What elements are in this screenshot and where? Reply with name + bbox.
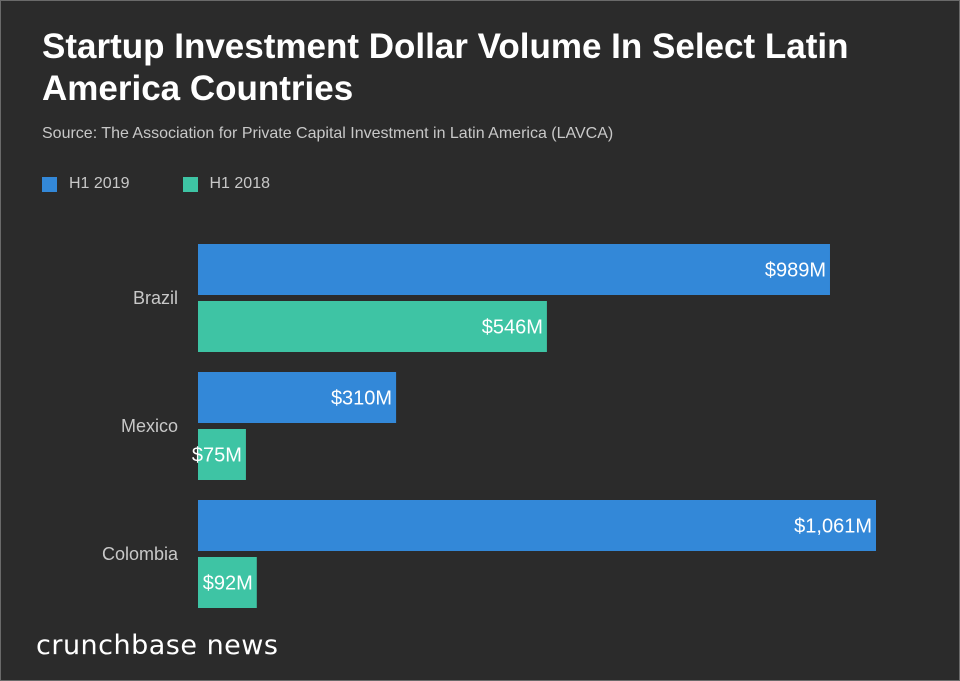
- legend-item-h1-2019: H1 2019: [42, 175, 130, 193]
- data-label-brazil-h1-2018: $546M: [482, 317, 543, 339]
- category-label-colombia: Colombia: [102, 544, 179, 564]
- legend-label-h1-2018: H1 2018: [209, 175, 271, 192]
- bar-mexico-h1-2019: [198, 372, 397, 423]
- legend-swatch-h1-2019: [42, 176, 57, 192]
- data-label-colombia-h1-2018: $92M: [203, 573, 253, 595]
- data-label-brazil-h1-2019: $989M: [765, 260, 826, 282]
- chart-legend: H1 2019 H1 2018: [42, 174, 270, 194]
- bar-mexico-h1-2018: [198, 429, 246, 480]
- bar-brazil-h1-2018: [198, 301, 547, 352]
- data-label-mexico-h1-2018: $75M: [192, 445, 242, 467]
- bar-brazil-h1-2019: [198, 244, 830, 295]
- legend-label-h1-2019: H1 2019: [69, 175, 130, 192]
- data-label-mexico-h1-2019: $310M: [331, 388, 392, 410]
- category-label-mexico: Mexico: [121, 416, 178, 436]
- bar-colombia-h1-2019: [198, 500, 876, 551]
- bar-colombia-h1-2018: [198, 557, 257, 608]
- chart-subtitle: Source: The Association for Private Capi…: [42, 125, 614, 142]
- data-label-colombia-h1-2019: $1,061M: [794, 516, 872, 538]
- legend-item-h1-2018: H1 2018: [182, 175, 271, 193]
- chart-title: Startup Investment Dollar Volume In Sele…: [42, 27, 849, 108]
- crunchbase-news-logo: crunchbase news: [36, 630, 279, 661]
- legend-swatch-h1-2018: [182, 176, 198, 192]
- category-label-brazil: Brazil: [133, 288, 178, 308]
